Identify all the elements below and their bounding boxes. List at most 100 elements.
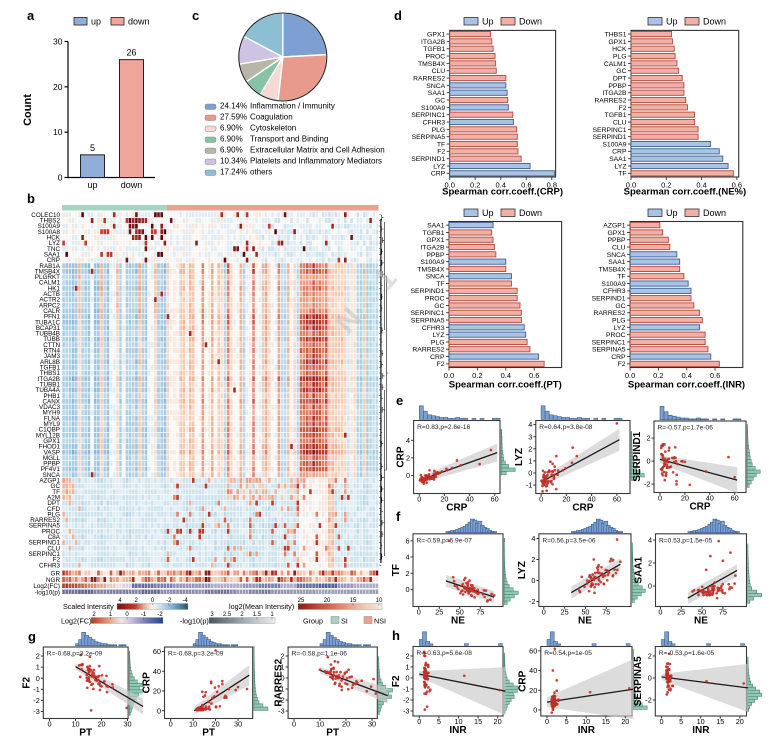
svg-text:PROC: PROC xyxy=(426,54,446,61)
svg-text:RARRES2: RARRES2 xyxy=(413,75,445,82)
svg-text:C1QBP: C1QBP xyxy=(39,427,60,434)
svg-text:0: 0 xyxy=(169,720,173,729)
svg-text:-log10(p): -log10(p) xyxy=(35,589,60,596)
svg-text:Spearman corr.coeff.(CRP): Spearman corr.coeff.(CRP) xyxy=(442,187,563,198)
svg-text:TMSB4X: TMSB4X xyxy=(35,268,61,275)
svg-text:20: 20 xyxy=(342,720,350,729)
svg-text:LYZ: LYZ xyxy=(517,561,528,579)
svg-text:1: 1 xyxy=(270,612,274,618)
svg-text:40: 40 xyxy=(529,666,537,675)
svg-text:3: 3 xyxy=(528,432,532,441)
svg-text:PROC: PROC xyxy=(425,296,445,303)
svg-text:0.6: 0.6 xyxy=(732,181,742,190)
svg-text:NSI: NSI xyxy=(374,617,386,626)
svg-text:CLU: CLU xyxy=(432,68,446,75)
svg-text:PHB1: PHB1 xyxy=(44,393,61,400)
svg-text:Scaled Intensity: Scaled Intensity xyxy=(63,602,114,611)
svg-text:Log2(FC): Log2(FC) xyxy=(33,583,60,590)
svg-text:PLG: PLG xyxy=(431,339,445,346)
svg-text:GPX1: GPX1 xyxy=(426,237,444,244)
svg-text:TGFB1: TGFB1 xyxy=(423,46,445,53)
svg-text:CFHR3: CFHR3 xyxy=(39,562,60,569)
svg-text:c: c xyxy=(192,8,199,23)
svg-text:Up: Up xyxy=(666,17,678,27)
svg-text:6.90%: 6.90% xyxy=(220,146,243,155)
svg-text:0.6: 0.6 xyxy=(710,371,720,380)
svg-text:R=-0.59,p=6.9e-07: R=-0.59,p=6.9e-07 xyxy=(417,537,473,544)
svg-text:F2: F2 xyxy=(437,361,445,368)
svg-text:INR: INR xyxy=(449,725,467,736)
svg-text:others: others xyxy=(250,168,272,177)
svg-text:SERPIND1: SERPIND1 xyxy=(632,431,643,481)
svg-text:GR: GR xyxy=(51,571,61,578)
svg-text:20: 20 xyxy=(153,687,161,696)
svg-text:20: 20 xyxy=(212,720,220,729)
svg-text:-2: -2 xyxy=(644,480,651,489)
svg-text:ACTB: ACTB xyxy=(43,291,60,298)
svg-text:2: 2 xyxy=(646,434,650,443)
svg-text:0: 0 xyxy=(648,674,652,683)
svg-text:0.0: 0.0 xyxy=(626,181,636,190)
svg-text:PPBP: PPBP xyxy=(426,252,445,259)
svg-text:SAA1: SAA1 xyxy=(428,90,446,97)
svg-text:2: 2 xyxy=(36,652,40,661)
svg-text:ITGA2B: ITGA2B xyxy=(602,90,627,97)
svg-text:Group: Group xyxy=(303,617,323,626)
svg-text:20: 20 xyxy=(440,495,448,504)
svg-text:60: 60 xyxy=(613,495,621,504)
svg-text:50: 50 xyxy=(456,608,464,617)
svg-text:F2: F2 xyxy=(618,361,626,368)
svg-text:1: 1 xyxy=(36,663,40,672)
svg-text:LYZ: LYZ xyxy=(615,163,627,170)
svg-text:4: 4 xyxy=(648,536,652,545)
svg-text:0: 0 xyxy=(151,598,155,604)
svg-text:R=0.54,p=1e-05: R=0.54,p=1e-05 xyxy=(544,650,592,657)
svg-text:GPX1: GPX1 xyxy=(43,438,60,445)
svg-text:4: 4 xyxy=(118,598,122,604)
svg-text:0: 0 xyxy=(533,706,537,715)
svg-text:RARRES2: RARRES2 xyxy=(593,310,625,317)
svg-text:1.5: 1.5 xyxy=(253,612,262,618)
svg-text:a: a xyxy=(27,8,35,23)
svg-text:PLG: PLG xyxy=(613,54,627,61)
svg-text:20: 20 xyxy=(529,686,537,695)
svg-text:Spearman corr.coeff.(PT): Spearman corr.coeff.(PT) xyxy=(449,380,562,391)
svg-text:2.5: 2.5 xyxy=(223,612,232,618)
svg-text:0: 0 xyxy=(417,495,421,504)
svg-text:MYL12B: MYL12B xyxy=(36,432,60,439)
svg-text:R=0.53,p=1.5e-05: R=0.53,p=1.5e-05 xyxy=(659,537,712,544)
svg-text:TMSB4X: TMSB4X xyxy=(418,61,446,68)
svg-text:6.90%: 6.90% xyxy=(220,124,243,133)
svg-text:50: 50 xyxy=(698,608,706,617)
svg-text:SERPINA5: SERPINA5 xyxy=(29,523,61,530)
svg-text:SERPINA5: SERPINA5 xyxy=(412,134,446,141)
svg-text:20: 20 xyxy=(53,82,63,92)
svg-text:10: 10 xyxy=(316,720,324,729)
svg-text:R=-0.57,p=1.7e-06: R=-0.57,p=1.7e-06 xyxy=(658,425,714,432)
svg-text:CALM1: CALM1 xyxy=(39,280,60,287)
svg-text:10: 10 xyxy=(189,720,197,729)
svg-text:F2: F2 xyxy=(391,675,402,687)
svg-text:LYZ: LYZ xyxy=(433,163,445,170)
svg-text:10: 10 xyxy=(376,598,383,604)
svg-text:27.59%: 27.59% xyxy=(220,113,247,122)
svg-text:RAB1A: RAB1A xyxy=(39,263,60,270)
svg-text:h: h xyxy=(392,628,400,643)
svg-text:0: 0 xyxy=(648,582,652,591)
svg-text:F2: F2 xyxy=(619,105,627,112)
svg-text:15: 15 xyxy=(350,598,357,604)
svg-text:40: 40 xyxy=(706,494,714,503)
svg-text:5: 5 xyxy=(679,717,683,726)
svg-text:LYZ: LYZ xyxy=(49,240,60,247)
svg-text:down: down xyxy=(121,180,143,190)
svg-text:NE: NE xyxy=(694,616,708,627)
svg-text:ACTR2: ACTR2 xyxy=(39,297,60,304)
svg-text:-1: -1 xyxy=(403,685,410,694)
svg-text:10: 10 xyxy=(71,720,79,729)
svg-text:1: 1 xyxy=(528,457,532,466)
svg-text:down: down xyxy=(128,17,150,27)
svg-text:PT: PT xyxy=(202,728,215,739)
svg-text:BCAP31: BCAP31 xyxy=(36,325,61,332)
svg-text:ITGA2B: ITGA2B xyxy=(420,245,445,252)
svg-text:VASP: VASP xyxy=(44,449,60,456)
